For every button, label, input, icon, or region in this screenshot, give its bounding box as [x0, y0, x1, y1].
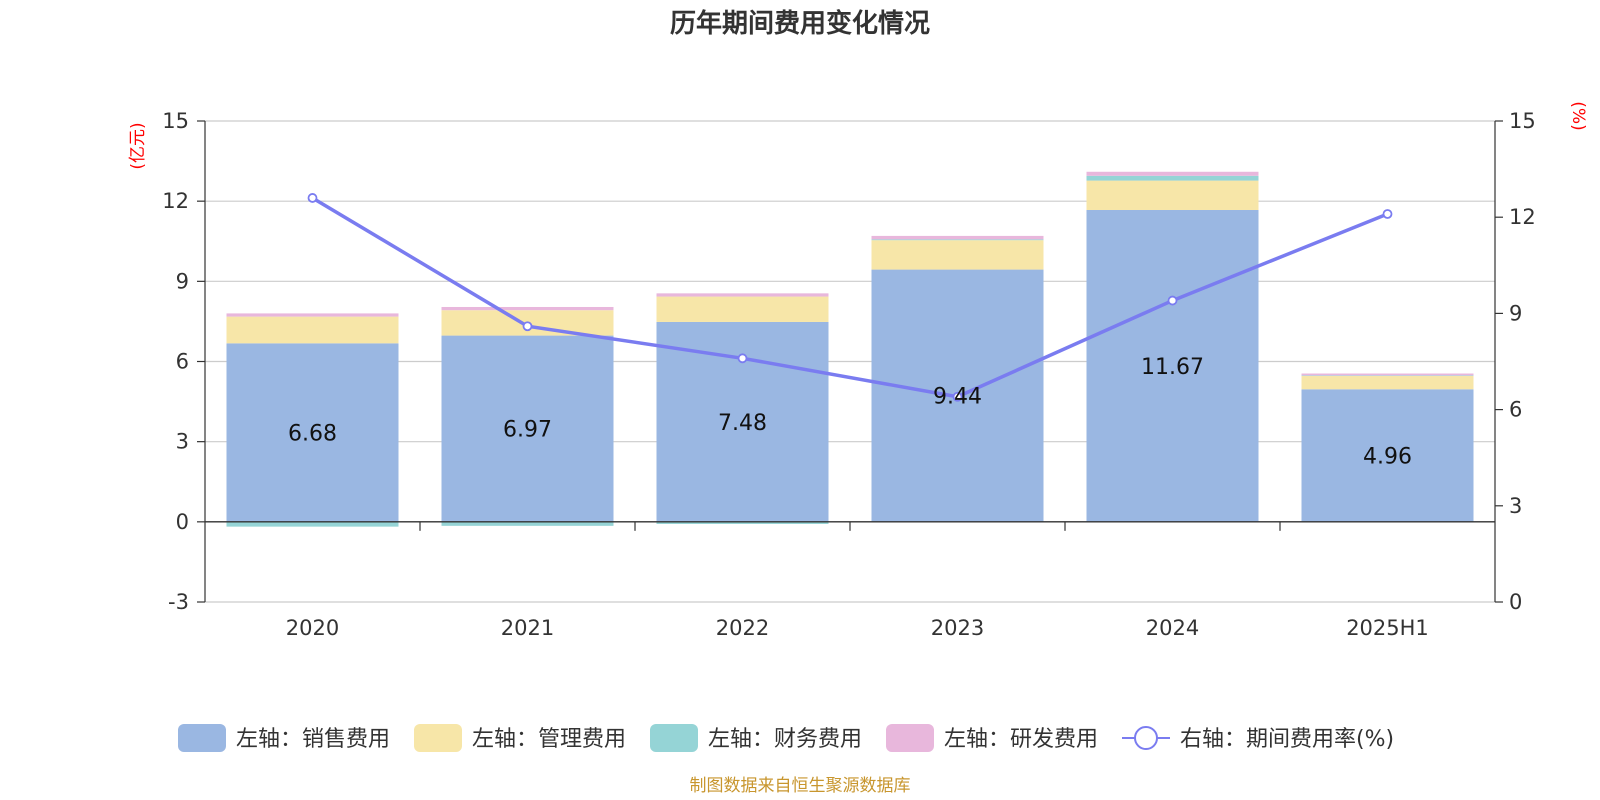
legend-swatch-2: [650, 724, 698, 752]
rate-point: [1382, 209, 1393, 219]
bar-segment-3: [1301, 373, 1474, 376]
bar-value-label: 6.68: [288, 422, 337, 447]
chart-title: 历年期间费用变化情况: [670, 8, 930, 39]
rate-point: [952, 391, 963, 402]
legend-swatch-1: [414, 724, 462, 752]
bar-segment-0: [1301, 389, 1474, 522]
bar-value-label: 7.48: [718, 411, 767, 436]
rate-line: [311, 196, 1389, 399]
x-tick-label: 2020: [286, 616, 339, 640]
bar-segment-0: [441, 335, 614, 522]
rate-point: [522, 321, 533, 332]
legend-label-0: 左轴：销售费用: [236, 727, 390, 752]
right-tick-label: 0: [1509, 590, 1522, 614]
bar-segment-1: [871, 240, 1044, 270]
left-axis-unit: (亿元): [128, 122, 148, 169]
bar-series: [226, 171, 1474, 527]
bar-segment-1: [1086, 180, 1259, 210]
bar-segment-2: [441, 521, 614, 526]
bar-segment-1: [656, 296, 829, 322]
legend-swatch-0: [178, 724, 226, 752]
left-tick-label: -3: [168, 590, 189, 614]
right-axis-unit: (%): [1568, 101, 1588, 130]
bar-segment-0: [1086, 209, 1259, 522]
bar-segment-3: [871, 235, 1044, 240]
legend-line-marker: [1134, 726, 1158, 750]
rate-point: [737, 353, 748, 364]
bar-segment-3: [226, 313, 399, 317]
x-tick-label: 2022: [716, 616, 769, 640]
legend-swatch-3: [886, 724, 934, 752]
left-tick-label: 15: [162, 109, 189, 133]
legend: 左轴：销售费用 左轴：管理费用 左轴：财务费用 左轴：研发费用 右轴：期间费用率(%): [178, 724, 1394, 752]
bar-segment-1: [1301, 375, 1474, 390]
rate-line-series: [307, 193, 1393, 402]
bar-segment-3: [441, 306, 614, 311]
bar-segment-1: [226, 316, 399, 344]
bar-segment-2: [656, 521, 829, 524]
bar-segment-3: [656, 293, 829, 297]
bar-value-label: 11.67: [1141, 355, 1204, 380]
bar-segment-3: [1086, 171, 1259, 176]
axes: -3 0 3 6 9 12 15 0 3 6 9 12 15 2020 2021 2022 2023 2024 20…: [162, 109, 1535, 640]
bar-segment-2: [1301, 375, 1474, 376]
bar-segment-2: [226, 521, 399, 527]
right-tick-label: 3: [1509, 494, 1522, 518]
legend-label-4: 右轴：期间费用率(%): [1180, 727, 1394, 752]
rate-point: [307, 193, 318, 203]
left-tick-label: 6: [176, 350, 189, 374]
x-tick-label: 2025H1: [1346, 616, 1429, 640]
x-tick-label: 2021: [501, 616, 554, 640]
bar-segment-0: [226, 343, 399, 522]
left-tick-label: 9: [176, 269, 189, 293]
legend-label-2: 左轴：财务费用: [708, 727, 862, 752]
rate-point: [1167, 295, 1178, 306]
bar-segment-2: [1086, 175, 1259, 181]
left-tick-label: 12: [162, 189, 189, 213]
left-tick-label: 0: [176, 510, 189, 534]
right-tick-label: 12: [1509, 205, 1536, 229]
x-tick-label: 2023: [931, 616, 984, 640]
right-tick-label: 9: [1509, 301, 1522, 325]
bar-segment-2: [871, 239, 1044, 241]
x-tick-label: 2024: [1146, 616, 1199, 640]
source-note: 制图数据来自恒生聚源数据库: [690, 776, 911, 796]
left-tick-label: 3: [176, 430, 189, 454]
right-tick-label: 15: [1509, 109, 1536, 133]
legend-label-1: 左轴：管理费用: [472, 727, 626, 752]
bar-value-label: 9.44: [933, 385, 982, 410]
bar-value-label: 6.97: [503, 418, 552, 443]
legend-label-3: 左轴：研发费用: [944, 727, 1098, 752]
bar-value-labels: 6.68 6.97 7.48 9.44 11.67 4.96: [288, 355, 1412, 470]
right-tick-label: 6: [1509, 398, 1522, 422]
bar-value-label: 4.96: [1363, 445, 1412, 470]
